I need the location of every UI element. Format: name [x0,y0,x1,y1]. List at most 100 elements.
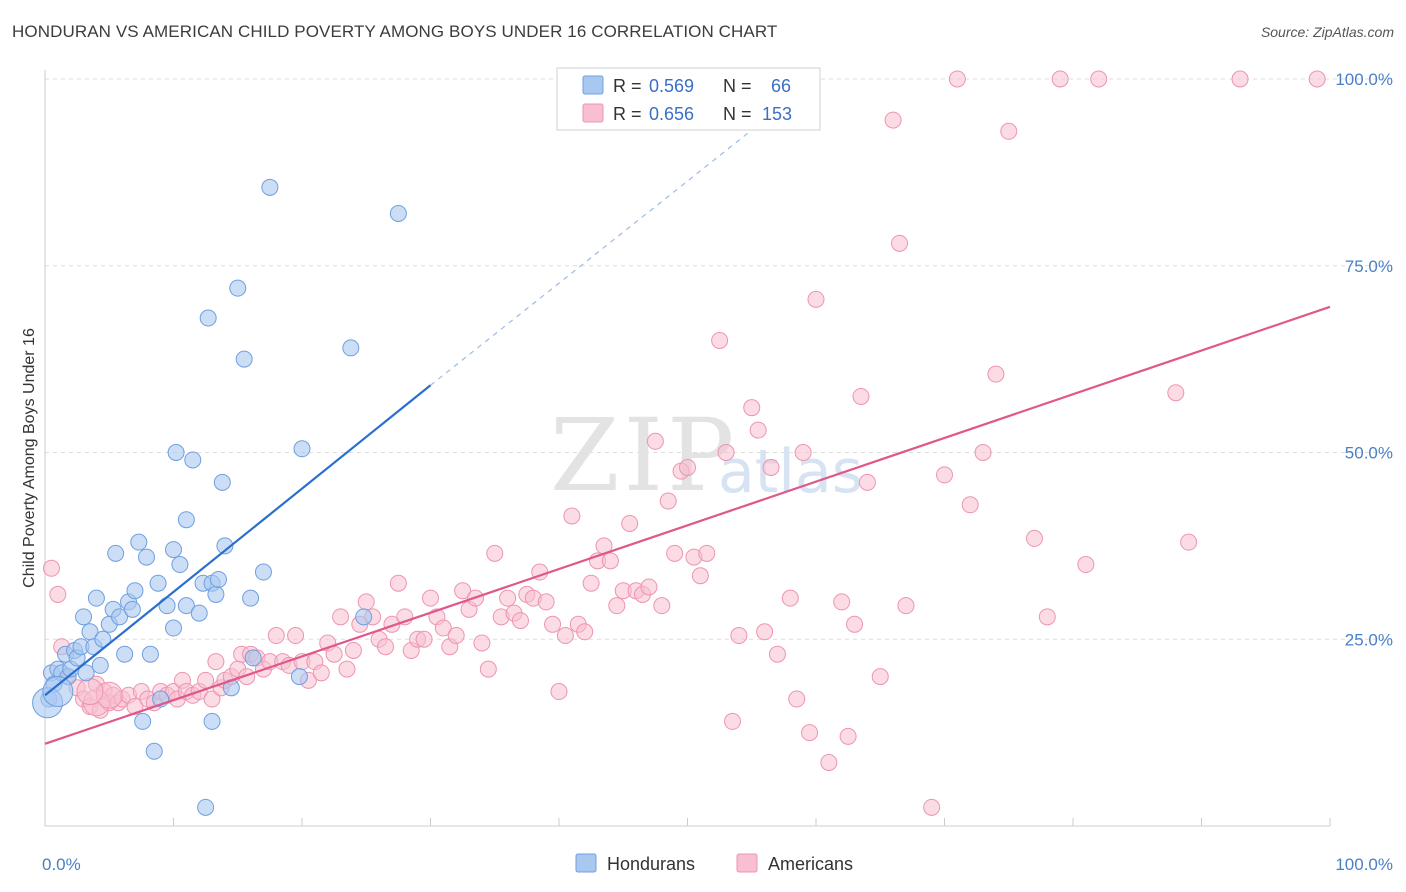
hondurans-point [184,451,202,469]
americans-point [1025,529,1043,547]
americans-point [659,492,677,510]
legend-n-label-americans: N = [723,104,752,124]
americans-point [653,597,671,615]
americans-point [486,544,504,562]
y-tick-label: 100.0% [1335,70,1393,89]
hondurans-point [145,742,163,760]
americans-point [794,444,812,461]
americans-point [338,660,356,678]
legend-n-value-hondurans: 66 [771,76,791,96]
y-axis-title: Child Poverty Among Boys Under 16 [21,328,38,588]
hondurans-point [134,712,152,730]
americans-point [287,627,305,645]
watermark: ZIP atlas [550,397,863,514]
americans-point [563,507,581,525]
legend-r-value-americans: 0.656 [649,104,694,124]
hondurans-point [87,589,105,607]
americans-point [749,421,767,439]
americans-point [582,574,600,592]
americans-point [389,574,407,592]
hondurans-point [141,645,159,663]
americans-point [1051,70,1069,88]
americans-point [781,589,799,607]
hondurans-point [177,511,195,529]
legend-swatch-hondurans [582,75,604,95]
chart-source: Source: ZipAtlas.com [1260,24,1394,40]
americans-point [730,627,748,645]
americans-point [1180,533,1198,551]
americans-point [415,630,433,648]
americans-point [325,645,343,663]
americans-point [768,645,786,663]
americans-point [126,697,144,715]
americans-point [1090,70,1108,88]
americans-point [846,615,864,633]
americans-point [344,641,362,659]
legend-n-value-americans: 153 [762,104,792,124]
legend-n-label-hondurans: N = [723,76,752,96]
y-tick-label: 25.0% [1345,630,1393,649]
hondurans-point [209,570,227,588]
hondurans-point [107,544,125,562]
legend-r-label-americans: R = [613,104,642,124]
americans-point [576,623,594,641]
americans-point [537,593,555,611]
americans-point [1038,608,1056,626]
americans-point [377,638,395,656]
americans-point [1077,556,1095,574]
americans-point [858,473,876,491]
americans-point [743,399,761,417]
americans-point [76,678,104,706]
legend-box: R = 0.569 N = 66 R = 0.656 N = 153 [556,67,821,131]
hondurans-point [199,309,217,327]
americans-point [923,798,941,816]
hondurans-point [207,585,225,603]
americans-point [1000,122,1018,140]
americans-point [473,634,491,652]
hondurans-point [123,600,141,618]
americans-point [807,290,825,308]
bottom-legend-hondurans: Hondurans [607,854,695,874]
americans-point [238,668,256,686]
x-tick-label: 0.0% [42,855,81,874]
hondurans-point [213,473,231,491]
americans-point [788,690,806,708]
hondurans-point [158,597,176,615]
hondurans-point [254,563,272,581]
americans-point [434,619,452,637]
hondurans-point [261,178,279,196]
hondurans-point [167,444,185,461]
americans-point [820,754,838,772]
americans-point [948,70,966,88]
hondurans-point [75,608,93,626]
americans-point [556,627,574,645]
bottom-legend-swatch-americans [736,853,758,873]
hondurans-point [42,676,74,708]
legend-r-label-hondurans: R = [613,76,642,96]
hondurans-point [165,541,182,559]
hondurans-trend-line [44,384,432,697]
hondurans-point [244,649,262,667]
americans-point [974,444,992,461]
y-tick-labels: 25.0% 50.0% 75.0% 100.0% [1335,70,1393,649]
hondurans-point [242,589,260,607]
hondurans-point [290,668,308,686]
americans-point [332,608,350,626]
hondurans-point [77,664,95,682]
americans-point [679,458,696,476]
legend-swatch-americans [582,103,604,123]
americans-point [454,582,472,600]
americans-point [312,664,330,682]
americans-point [203,690,221,708]
hondurans-point [126,582,144,600]
americans-point [698,544,716,562]
hondurans-points [32,178,407,816]
x-tick-label: 100.0% [1335,855,1393,874]
hondurans-point [203,712,221,730]
americans-point [550,683,568,701]
americans-point [1231,70,1249,88]
americans-point [891,234,909,252]
americans-point [897,597,915,615]
hondurans-point [165,619,182,637]
